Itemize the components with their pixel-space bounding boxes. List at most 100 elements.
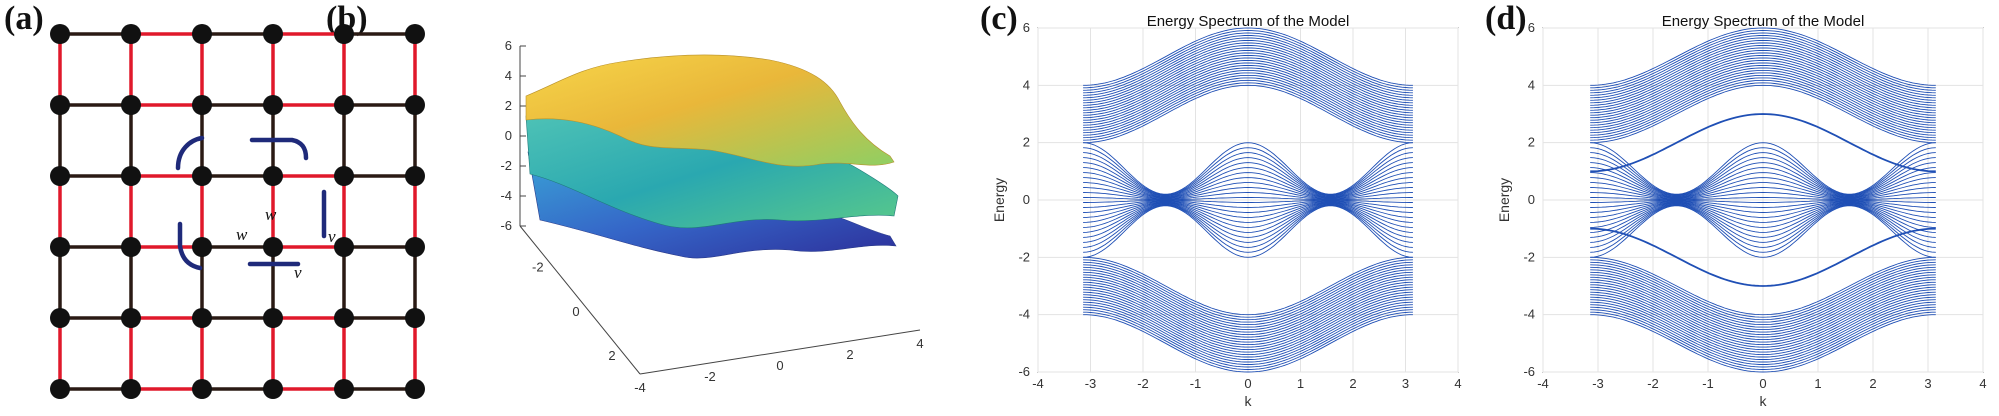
y-tick-label: 2	[1023, 135, 1030, 150]
middle-band-line	[1590, 142, 1936, 195]
middle-band-line	[1083, 152, 1413, 196]
middle-band-line	[1083, 147, 1413, 196]
middle-band-line	[1083, 142, 1413, 195]
band-lines	[1590, 27, 1936, 373]
middle-band-line	[1590, 202, 1936, 228]
middle-band-line	[1083, 202, 1413, 228]
middle-band-line	[1590, 205, 1936, 258]
lower-band-line	[1590, 276, 1936, 336]
upper-band-line	[1083, 64, 1413, 124]
x-tick-label: 0	[1759, 376, 1766, 391]
lower-band-line	[1083, 256, 1413, 316]
z-tick-label: 2	[505, 98, 512, 113]
y-tick-label: 0	[572, 304, 579, 319]
lower-band-line	[1083, 311, 1413, 370]
middle-band-line	[1083, 182, 1413, 199]
upper-band-line	[1590, 49, 1936, 109]
hopping-arc-w-left-bottom	[177, 221, 203, 271]
lower-band-line	[1083, 281, 1413, 341]
middle-band-line	[1590, 199, 1936, 203]
upper-band-line	[1083, 82, 1413, 141]
lower-band-line	[1590, 271, 1936, 331]
upper-band-line	[1590, 69, 1936, 129]
edge-state-line	[1590, 113, 1936, 173]
upper-band-line	[1590, 54, 1936, 114]
lower-band-line	[1590, 259, 1936, 318]
x-tick-label: 0	[776, 358, 783, 373]
middle-band-line	[1083, 203, 1413, 238]
lower-band-line	[1083, 314, 1413, 373]
upper-band-line	[1590, 72, 1936, 131]
lattice-site	[334, 379, 354, 399]
lower-band-line	[1083, 279, 1413, 338]
x-axis-label: k	[1760, 393, 1768, 409]
lower-band-line	[1590, 264, 1936, 323]
chart-title: Energy Spectrum of the Model	[1662, 14, 1865, 30]
panel-label-d: (d)	[1485, 0, 1527, 37]
upper-band-line	[1590, 42, 1936, 101]
lattice-site	[405, 308, 425, 328]
y-tick-label: 0	[1528, 192, 1535, 207]
upper-band-line	[1083, 35, 1413, 94]
x-tick-label: -1	[1702, 376, 1714, 391]
z-tick-label: 4	[505, 68, 512, 83]
lower-band-line	[1590, 291, 1936, 351]
lower-band-line	[1083, 261, 1413, 321]
middle-band-line	[1083, 202, 1413, 233]
lattice-site	[50, 237, 70, 257]
upper-band-line	[1083, 47, 1413, 106]
x-tick-label: -4	[634, 380, 646, 395]
lattice-site	[192, 166, 212, 186]
upper-band-line	[1083, 59, 1413, 119]
upper-band-line	[1083, 44, 1413, 104]
middle-band-line	[1590, 157, 1936, 197]
lattice-site	[50, 24, 70, 44]
chart-title: Energy Spectrum of the Model	[1147, 14, 1350, 30]
lower-band-line	[1590, 281, 1936, 341]
lattice-site	[334, 237, 354, 257]
y-tick-label: -2	[532, 259, 544, 274]
lower-band-line	[1590, 256, 1936, 316]
y-tick-label: -4	[1018, 307, 1030, 322]
x-tick-label: 4	[916, 336, 923, 351]
lattice-site	[263, 24, 283, 44]
lower-band-line	[1083, 289, 1413, 348]
x-tick-label: 1	[1814, 376, 1821, 391]
upper-band-line	[1083, 42, 1413, 101]
lower-band-line	[1590, 261, 1936, 321]
upper-band-line	[1590, 59, 1936, 119]
middle-band-line	[1590, 200, 1936, 213]
y-tick-label: 2	[1528, 135, 1535, 150]
middle-band-line	[1590, 167, 1936, 198]
middle-band-line	[1590, 177, 1936, 199]
y-tick-label: -6	[1018, 364, 1030, 379]
y-tick-label: 4	[1528, 77, 1535, 92]
middle-band-line	[1590, 204, 1936, 253]
x-tick-label: -2	[704, 369, 716, 384]
middle-band-line	[1083, 200, 1413, 213]
lower-band-line	[1590, 299, 1936, 358]
middle-band-line	[1590, 204, 1936, 248]
top-energy-surface	[525, 54, 895, 167]
x-tick-label: -3	[1592, 376, 1604, 391]
symbol-v-bottom: v	[294, 263, 302, 282]
x-tick-label: 3	[1924, 376, 1931, 391]
upper-band-line	[1083, 69, 1413, 129]
lower-band-line	[1590, 286, 1936, 346]
lower-band-line	[1083, 296, 1413, 356]
upper-band-line	[1083, 77, 1413, 136]
upper-band-line	[1083, 74, 1413, 134]
lattice-site	[334, 95, 354, 115]
lower-band-line	[1590, 296, 1936, 356]
upper-band-line	[1083, 79, 1413, 139]
lower-band-line	[1083, 301, 1413, 360]
lattice-site	[263, 166, 283, 186]
upper-band-line	[1590, 32, 1936, 91]
upper-band-line	[1083, 37, 1413, 96]
x-tick-label: 2	[1869, 376, 1876, 391]
upper-band-line	[1590, 52, 1936, 111]
middle-band-line	[1590, 182, 1936, 199]
z-tick-label: -6	[500, 218, 512, 233]
upper-band-line	[1590, 79, 1936, 139]
